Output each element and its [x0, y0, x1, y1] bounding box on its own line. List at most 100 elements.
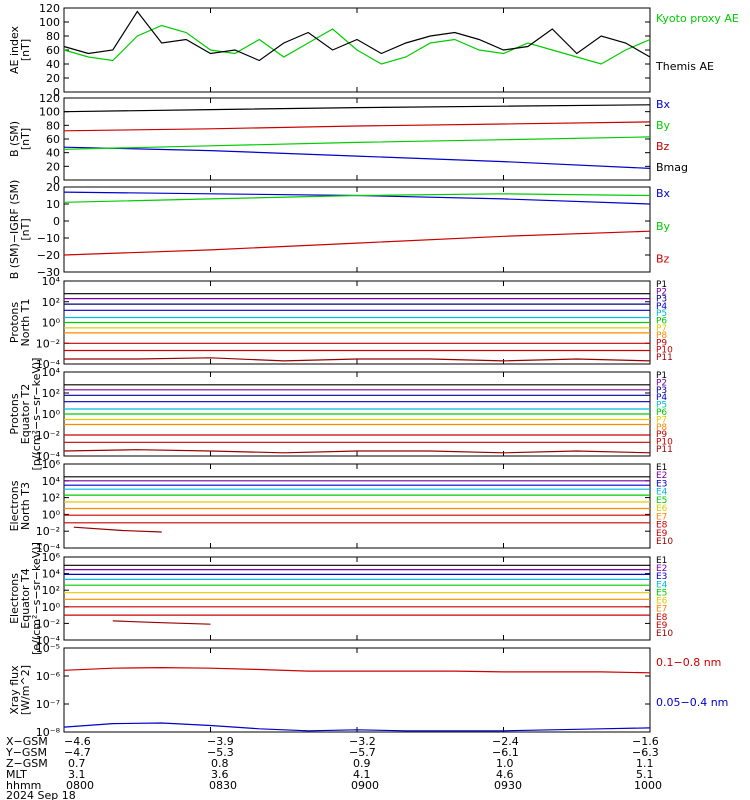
- legend-by: By: [656, 119, 671, 132]
- y-tick-label: 10²: [42, 584, 60, 597]
- y-tick-label: 20: [46, 160, 60, 173]
- legend-e7: E7: [656, 605, 667, 615]
- ephem-z-1: 0.8: [211, 757, 229, 770]
- legend-by: By: [656, 220, 671, 233]
- y-tick-label: 80: [46, 119, 60, 132]
- ephem-z-4: 1.1: [636, 757, 654, 770]
- ephem-label-mlt: MLT: [6, 768, 27, 781]
- ephem-x-2: −3.2: [349, 735, 376, 748]
- ephem-x-1: −3.9: [207, 735, 234, 748]
- legend-e7: E7: [656, 512, 667, 522]
- ephem-label-hhmm: hhmm: [6, 779, 41, 792]
- legend-p1: P1: [656, 280, 667, 290]
- legend-p5: P5: [656, 401, 667, 411]
- series-p11: [63, 449, 651, 454]
- legend-e10: E10: [656, 537, 673, 547]
- y-tick-label: 10²: [42, 387, 60, 400]
- series-kyoto-proxy-ae: [63, 24, 651, 65]
- y-tick-label: 10⁰: [42, 317, 61, 330]
- y-tick-label: 10⁻⁴: [36, 450, 61, 463]
- ephem-z-3: 1.0: [496, 757, 514, 770]
- y-tick-label: 10⁻⁵: [36, 642, 60, 655]
- series-p11: [64, 357, 651, 362]
- series-0-1-0-8-nm: [63, 666, 651, 674]
- series-bmag: [63, 104, 651, 113]
- ephem-mlt-3: 4.6: [496, 768, 514, 781]
- y-tick-label: 100: [39, 106, 60, 119]
- y-axis-label: Protons: [8, 302, 21, 343]
- y-tick-label: 0: [53, 174, 60, 187]
- legend-e1: E1: [656, 463, 667, 473]
- series-e10: [73, 526, 162, 533]
- y-axis-label: Equator T2: [19, 384, 32, 444]
- y-axis-label: Xray flux: [8, 665, 21, 715]
- legend-p9: P9: [656, 338, 667, 348]
- y-tick-label: 10⁻⁴: [36, 542, 61, 555]
- legend-bz: Bz: [656, 253, 670, 266]
- legend-e5: E5: [656, 588, 667, 598]
- legend-e10: E10: [656, 629, 673, 639]
- legend-0-05-0-4-nm: 0.05−0.4 nm: [656, 696, 728, 709]
- legend-p3: P3: [656, 295, 667, 305]
- y-tick-label: 80: [46, 30, 60, 43]
- ephem-mlt-1: 3.6: [211, 768, 229, 781]
- y-axis-label: Equator T4: [19, 568, 32, 628]
- y-axis-label: [nT]: [19, 128, 32, 150]
- y-tick-label: 10⁻⁶: [36, 670, 61, 683]
- legend-e8: E8: [656, 521, 668, 531]
- legend-e5: E5: [656, 496, 667, 506]
- y-tick-label: 10⁰: [42, 508, 61, 521]
- y-axis-label: Protons: [8, 393, 21, 434]
- legend-p7: P7: [656, 324, 667, 334]
- ephem-hhmm-4: 1000: [634, 779, 662, 792]
- y-axis-label: [p/(cm²−s−sr−keV)]: [30, 358, 43, 471]
- legend-p7: P7: [656, 415, 667, 425]
- panel-8: 10⁻⁸ 10⁻⁷ 10⁻⁶ 10⁻⁵ Xray flux[W/m^2] 0.1−0.8 …: [8, 642, 728, 739]
- ephem-hhmm-3: 0930: [494, 779, 522, 792]
- series-bz: [63, 230, 651, 256]
- y-tick-label: 10⁴: [42, 366, 61, 379]
- y-axis-label: [nT]: [19, 218, 32, 240]
- y-tick-label: 0: [53, 86, 60, 99]
- ephem-z-0: 0.7: [68, 757, 86, 770]
- legend-p2: P2: [656, 287, 667, 297]
- ephem-z-2: 0.9: [353, 757, 371, 770]
- y-tick-label: 10²: [42, 492, 60, 505]
- y-axis-label: North T1: [19, 299, 32, 347]
- legend-e9: E9: [656, 529, 668, 539]
- legend-bx: Bx: [656, 98, 671, 111]
- legend-p11: P11: [656, 353, 673, 363]
- legend-p9: P9: [656, 430, 667, 440]
- legend-e9: E9: [656, 621, 668, 631]
- legend-e2: E2: [656, 471, 667, 481]
- y-axis-label: North T3: [19, 482, 32, 530]
- legend-e6: E6: [656, 597, 668, 607]
- ephem-hhmm-0: 0800: [66, 779, 94, 792]
- legend-e1: E1: [656, 556, 667, 566]
- y-tick-label: 10⁻²: [36, 429, 60, 442]
- ephem-x-4: −1.6: [632, 735, 659, 748]
- series-bx: [63, 146, 651, 169]
- y-tick-label: 10⁻²: [36, 617, 60, 630]
- y-axis-label: AE index: [8, 25, 21, 74]
- y-tick-label: 120: [39, 2, 60, 15]
- series-e10: [112, 620, 211, 625]
- y-tick-label: 10⁴: [42, 275, 61, 288]
- legend-p3: P3: [656, 386, 667, 396]
- ephem-y-4: −6.3: [632, 746, 659, 759]
- panel-3: −30 −20 −10 0 10 20 B (SM)−IGRF (SM)[nT] Bx By Bz: [8, 180, 671, 280]
- y-tick-label: −20: [37, 249, 60, 262]
- legend-p11: P11: [656, 445, 673, 455]
- y-tick-label: 0: [53, 215, 60, 228]
- ephem-hhmm-1: 0830: [209, 779, 237, 792]
- y-axis-label: Electrons: [8, 480, 21, 531]
- legend-themis-ae: Themis AE: [655, 60, 714, 73]
- ephem-label-z: Z−GSM: [6, 757, 48, 770]
- legend-e6: E6: [656, 504, 668, 514]
